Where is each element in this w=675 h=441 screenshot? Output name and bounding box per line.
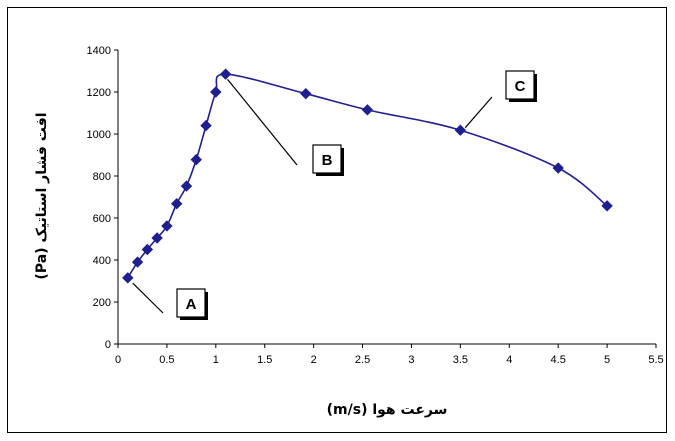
x-tick-label: 1 <box>213 354 219 366</box>
data-point <box>601 200 613 212</box>
y-tick-label: 800 <box>93 171 111 183</box>
x-tick-label: 4 <box>506 354 512 366</box>
markers <box>122 68 613 284</box>
data-point <box>219 68 232 80</box>
data-point <box>200 119 212 132</box>
y-tick-label: 0 <box>105 339 111 351</box>
annotations: A B C <box>132 70 537 320</box>
x-tick-label: 1.5 <box>257 354 272 366</box>
x-tick-label: 4.5 <box>551 354 566 366</box>
x-tick-label: 3 <box>408 354 414 366</box>
y-tick-label: 400 <box>93 255 111 267</box>
annotation-label-a: A <box>186 296 197 313</box>
x-tick-label: 3.5 <box>453 354 468 366</box>
x-axis-title: سرعت هوا (m/s) <box>327 402 448 418</box>
annotation-leader-b <box>227 79 298 166</box>
annotation-leader-c <box>464 96 493 129</box>
data-point <box>122 272 134 284</box>
y-tick-label: 600 <box>93 213 111 225</box>
y-axis-title: افت فشار استاتیک (Pa) <box>34 112 50 279</box>
data-point <box>170 198 183 210</box>
y-tick-label: 1200 <box>87 87 111 99</box>
annotation-box-a <box>176 288 206 318</box>
annotation-box-c <box>505 70 535 100</box>
y-ticks: 0 200 400 600 800 1000 1200 1400 <box>87 45 118 351</box>
x-tick-label: 5 <box>604 354 610 366</box>
data-point <box>361 104 374 116</box>
x-tick-label: 0 <box>115 354 121 366</box>
data-point <box>151 232 163 244</box>
data-point <box>141 243 154 256</box>
data-point <box>210 86 222 98</box>
annotation-box-b <box>312 144 342 174</box>
x-tick-label: 2 <box>311 354 317 366</box>
axes <box>117 50 656 345</box>
data-point <box>190 153 202 166</box>
x-tick-label: 0.5 <box>159 354 174 366</box>
annotation-label-b: B <box>322 152 333 169</box>
y-tick-label: 200 <box>93 297 111 309</box>
y-tick-label: 1000 <box>87 129 111 141</box>
data-point <box>454 124 467 136</box>
data-point <box>300 87 312 100</box>
chart-frame <box>7 7 667 433</box>
y-tick-label: 1400 <box>87 45 111 57</box>
x-tick-label: 5.5 <box>648 354 663 366</box>
data-point <box>131 256 144 268</box>
data-point <box>180 180 193 192</box>
data-point <box>161 220 173 232</box>
x-tick-label: 2.5 <box>355 354 370 366</box>
data-point <box>552 162 564 174</box>
x-ticks: 0 0.5 1 1.5 2 2.5 3 3.5 4 4.5 5 5.5 <box>115 344 664 366</box>
annotation-leader-a <box>132 282 164 314</box>
annotation-label-c: C <box>515 78 526 95</box>
